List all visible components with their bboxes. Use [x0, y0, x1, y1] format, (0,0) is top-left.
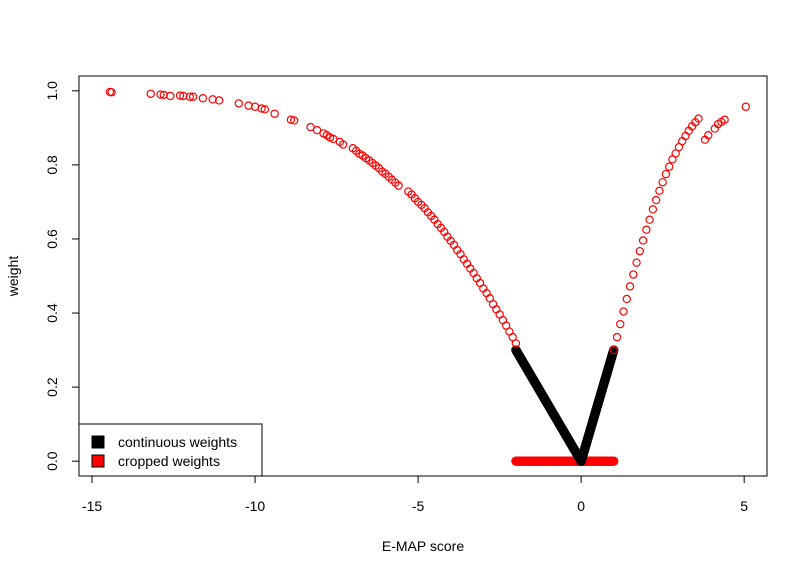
cropped-point	[645, 215, 654, 224]
cropped-point	[632, 258, 641, 267]
legend: continuous weights cropped weights	[78, 423, 263, 477]
cropped-point	[616, 319, 625, 329]
x-axis: -15 -10 -5 0 5	[82, 475, 748, 514]
cropped-point	[146, 89, 155, 98]
cropped-point	[671, 149, 680, 158]
cropped-point	[629, 270, 638, 279]
cropped-point	[741, 102, 751, 111]
x-axis-title: E-MAP score	[382, 538, 464, 554]
cropped-point	[290, 116, 299, 125]
series-layer	[105, 87, 751, 466]
legend-box	[78, 423, 263, 477]
cropped-point	[198, 94, 208, 103]
cropped-point	[257, 104, 266, 113]
x-tick-label: -15	[82, 498, 102, 514]
y-axis-title: weight	[5, 256, 21, 298]
cropped-point	[635, 246, 645, 256]
cropped-point	[619, 307, 628, 316]
legend-swatch-cropped	[91, 454, 105, 468]
cropped-point	[681, 131, 690, 141]
cropped-point	[651, 195, 661, 205]
cropped-point	[492, 305, 501, 314]
x-tick-label: 0	[577, 498, 585, 514]
cropped-point	[678, 136, 687, 146]
cropped-point	[179, 91, 188, 101]
cropped-point	[338, 140, 348, 149]
cropped-point	[642, 225, 651, 234]
cropped-point	[166, 91, 175, 101]
cropped-point	[156, 90, 165, 99]
y-tick-label: 0.4	[44, 303, 60, 323]
cropped-point	[511, 339, 521, 348]
x-tick-label: -5	[412, 498, 425, 514]
cropped-point	[107, 88, 116, 97]
cropped-point	[175, 91, 185, 100]
y-tick-label: 0.0	[44, 451, 60, 471]
cropped-point	[622, 294, 631, 304]
plot-area-frame	[78, 75, 768, 477]
cropped-point	[625, 282, 635, 291]
y-axis: 0.0 0.2 0.4 0.6 0.8 1.0	[44, 81, 80, 471]
x-tick-label: 5	[740, 498, 748, 514]
cropped-point	[260, 105, 270, 114]
cropped-point	[215, 96, 224, 105]
cropped-point	[188, 92, 198, 101]
legend-label-continuous: continuous weights	[118, 434, 237, 450]
cropped-point	[661, 169, 671, 179]
cropped-point	[704, 131, 713, 140]
cropped-point	[609, 345, 618, 355]
y-tick-label: 0.2	[44, 377, 60, 397]
cropped-point	[664, 162, 674, 171]
cropped-point	[185, 92, 195, 101]
cropped-point	[638, 236, 648, 245]
cropped-point	[312, 125, 322, 135]
cropped-point	[612, 332, 622, 342]
cropped-point	[234, 99, 243, 108]
cropped-zero-point	[609, 456, 619, 466]
cropped-point	[655, 186, 664, 196]
y-tick-label: 1.0	[44, 81, 60, 101]
cropped-point	[394, 181, 403, 190]
x-tick-label: -10	[245, 498, 265, 514]
cropped-point	[286, 115, 296, 124]
cropped-point	[648, 205, 658, 214]
cropped-point	[488, 299, 498, 309]
cropped-point	[508, 332, 517, 342]
legend-label-cropped: cropped weights	[118, 453, 220, 469]
y-tick-label: 0.8	[44, 155, 60, 175]
y-tick-label: 0.6	[44, 229, 60, 249]
cropped-point	[658, 178, 667, 187]
legend-swatch-continuous	[91, 435, 105, 449]
cropped-point	[720, 115, 729, 124]
cropped-point	[694, 114, 703, 123]
cropped-point	[270, 109, 279, 118]
